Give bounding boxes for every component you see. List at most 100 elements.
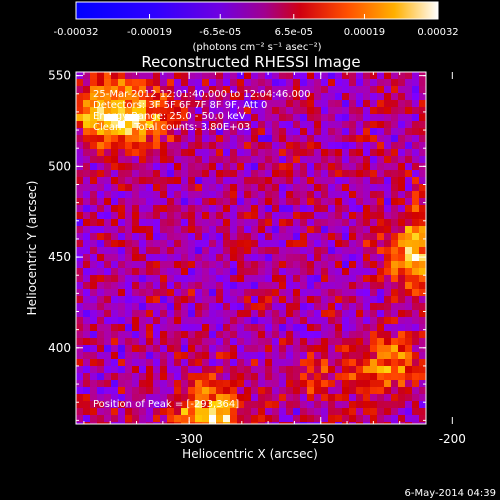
- heatmap-cell: [174, 170, 182, 178]
- heatmap-cell: [244, 156, 252, 164]
- heatmap-cell: [335, 121, 343, 129]
- heatmap-cell: [405, 142, 413, 150]
- heatmap-cell: [230, 352, 238, 360]
- heatmap-cell: [328, 394, 336, 402]
- heatmap-cell: [251, 352, 259, 360]
- heatmap-cell: [202, 324, 210, 332]
- heatmap-cell: [363, 408, 371, 416]
- heatmap-cell: [356, 247, 364, 255]
- heatmap-cell: [83, 240, 91, 248]
- heatmap-cell: [118, 128, 126, 136]
- heatmap-cell: [272, 331, 280, 339]
- heatmap-cell: [160, 282, 168, 290]
- heatmap-cell: [209, 114, 217, 122]
- heatmap-cell: [307, 198, 315, 206]
- heatmap-cell: [160, 303, 168, 311]
- heatmap-cell: [97, 163, 105, 171]
- heatmap-cell: [384, 240, 392, 248]
- heatmap-cell: [209, 254, 217, 262]
- heatmap-cell: [286, 296, 294, 304]
- heatmap-cell: [174, 296, 182, 304]
- heatmap-cell: [349, 219, 357, 227]
- heatmap-cell: [90, 191, 98, 199]
- heatmap-cell: [419, 254, 426, 262]
- heatmap-cell: [97, 170, 105, 178]
- heatmap-cell: [377, 240, 385, 248]
- heatmap-cell: [160, 170, 168, 178]
- heatmap-cell: [209, 205, 217, 213]
- heatmap-cell: [314, 128, 322, 136]
- heatmap-cell: [167, 100, 175, 108]
- heatmap-cell: [286, 408, 294, 416]
- heatmap-cell: [293, 233, 301, 241]
- heatmap-cell: [258, 212, 266, 220]
- heatmap-cell: [104, 233, 112, 241]
- heatmap-cell: [97, 226, 105, 234]
- heatmap-cell: [384, 331, 392, 339]
- heatmap-cell: [412, 233, 420, 241]
- heatmap-cell: [342, 205, 350, 213]
- heatmap-cell: [286, 114, 294, 122]
- heatmap-cell: [321, 72, 329, 80]
- heatmap-cell: [167, 408, 175, 416]
- heatmap-cell: [209, 163, 217, 171]
- heatmap-cell: [202, 114, 210, 122]
- heatmap-cell: [237, 121, 245, 129]
- heatmap-cell: [160, 317, 168, 325]
- heatmap-cell: [125, 156, 133, 164]
- heatmap-cell: [398, 240, 406, 248]
- heatmap-cell: [279, 121, 287, 129]
- heatmap-cell: [202, 415, 210, 423]
- heatmap-cell: [370, 191, 378, 199]
- heatmap-cell: [237, 268, 245, 276]
- heatmap-cell: [356, 415, 364, 423]
- heatmap-cell: [160, 205, 168, 213]
- heatmap-cell: [230, 79, 238, 87]
- heatmap-cell: [258, 352, 266, 360]
- heatmap-cell: [132, 345, 140, 353]
- heatmap-cell: [181, 86, 189, 94]
- heatmap-cell: [202, 380, 210, 388]
- heatmap-cell: [230, 415, 238, 423]
- heatmap-cell: [104, 394, 112, 402]
- heatmap-cell: [349, 289, 357, 297]
- heatmap-cell: [160, 79, 168, 87]
- heatmap-cell: [293, 170, 301, 178]
- heatmap-cell: [307, 303, 315, 311]
- heatmap-cell: [384, 128, 392, 136]
- heatmap-cell: [83, 408, 91, 416]
- heatmap-cell: [384, 135, 392, 143]
- heatmap-cell: [251, 415, 259, 423]
- heatmap-cell: [132, 296, 140, 304]
- heatmap-cell: [104, 191, 112, 199]
- heatmap-cell: [251, 296, 259, 304]
- heatmap-cell: [370, 254, 378, 262]
- heatmap-cell: [90, 135, 98, 143]
- heatmap-cell: [356, 261, 364, 269]
- heatmap-cell: [356, 331, 364, 339]
- heatmap-cell: [160, 408, 168, 416]
- heatmap-cell: [160, 338, 168, 346]
- heatmap-cell: [125, 240, 133, 248]
- heatmap-cell: [384, 114, 392, 122]
- heatmap-cell: [223, 149, 231, 157]
- heatmap-cell: [83, 107, 91, 115]
- heatmap-cell: [237, 401, 245, 409]
- heatmap-cell: [321, 331, 329, 339]
- heatmap-cell: [181, 387, 189, 395]
- heatmap-cell: [90, 205, 98, 213]
- heatmap-cell: [363, 233, 371, 241]
- heatmap-cell: [384, 345, 392, 353]
- heatmap-cell: [146, 261, 154, 269]
- heatmap-cell: [237, 359, 245, 367]
- heatmap-cell: [97, 191, 105, 199]
- heatmap-cell: [195, 240, 203, 248]
- heatmap-cell: [272, 366, 280, 374]
- heatmap-cell: [377, 408, 385, 416]
- heatmap-cell: [153, 296, 161, 304]
- heatmap-cell: [272, 100, 280, 108]
- heatmap-cell: [251, 303, 259, 311]
- heatmap-cell: [384, 86, 392, 94]
- heatmap-cell: [181, 415, 189, 423]
- heatmap-cell: [195, 100, 203, 108]
